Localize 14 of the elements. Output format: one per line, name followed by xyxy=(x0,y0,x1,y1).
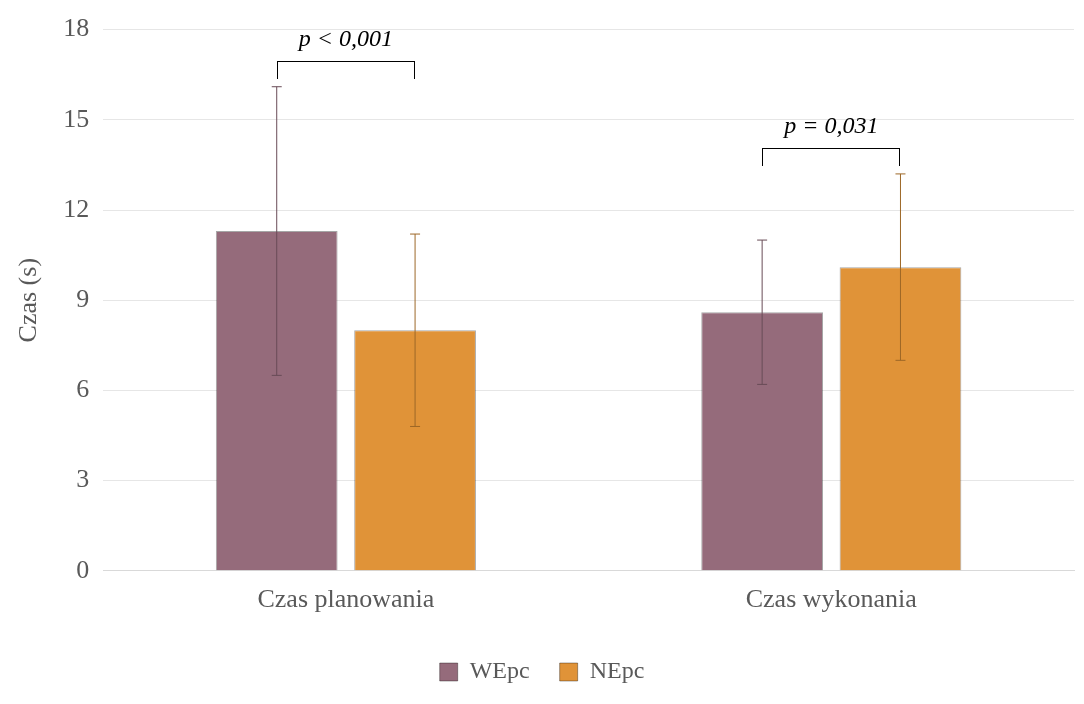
legend-label: NEpc xyxy=(589,657,645,684)
y-tick-label: 15 xyxy=(63,103,90,133)
x-tick-label: Czas planowania xyxy=(257,584,435,614)
y-tick-label: 0 xyxy=(76,554,90,584)
annotation: p = 0,031 xyxy=(784,111,879,139)
annotation: p < 0,001 xyxy=(298,24,393,52)
y-tick-label: 12 xyxy=(63,193,90,223)
y-tick-label: 6 xyxy=(76,374,90,404)
y-axis-title: Czas (s) xyxy=(13,257,43,343)
legend-label: WEpc xyxy=(469,657,530,684)
y-tick-label: 3 xyxy=(76,464,90,494)
y-tick-label: 9 xyxy=(76,284,90,314)
y-tick-label: 18 xyxy=(63,13,90,43)
x-tick-label: Czas wykonania xyxy=(745,584,918,614)
